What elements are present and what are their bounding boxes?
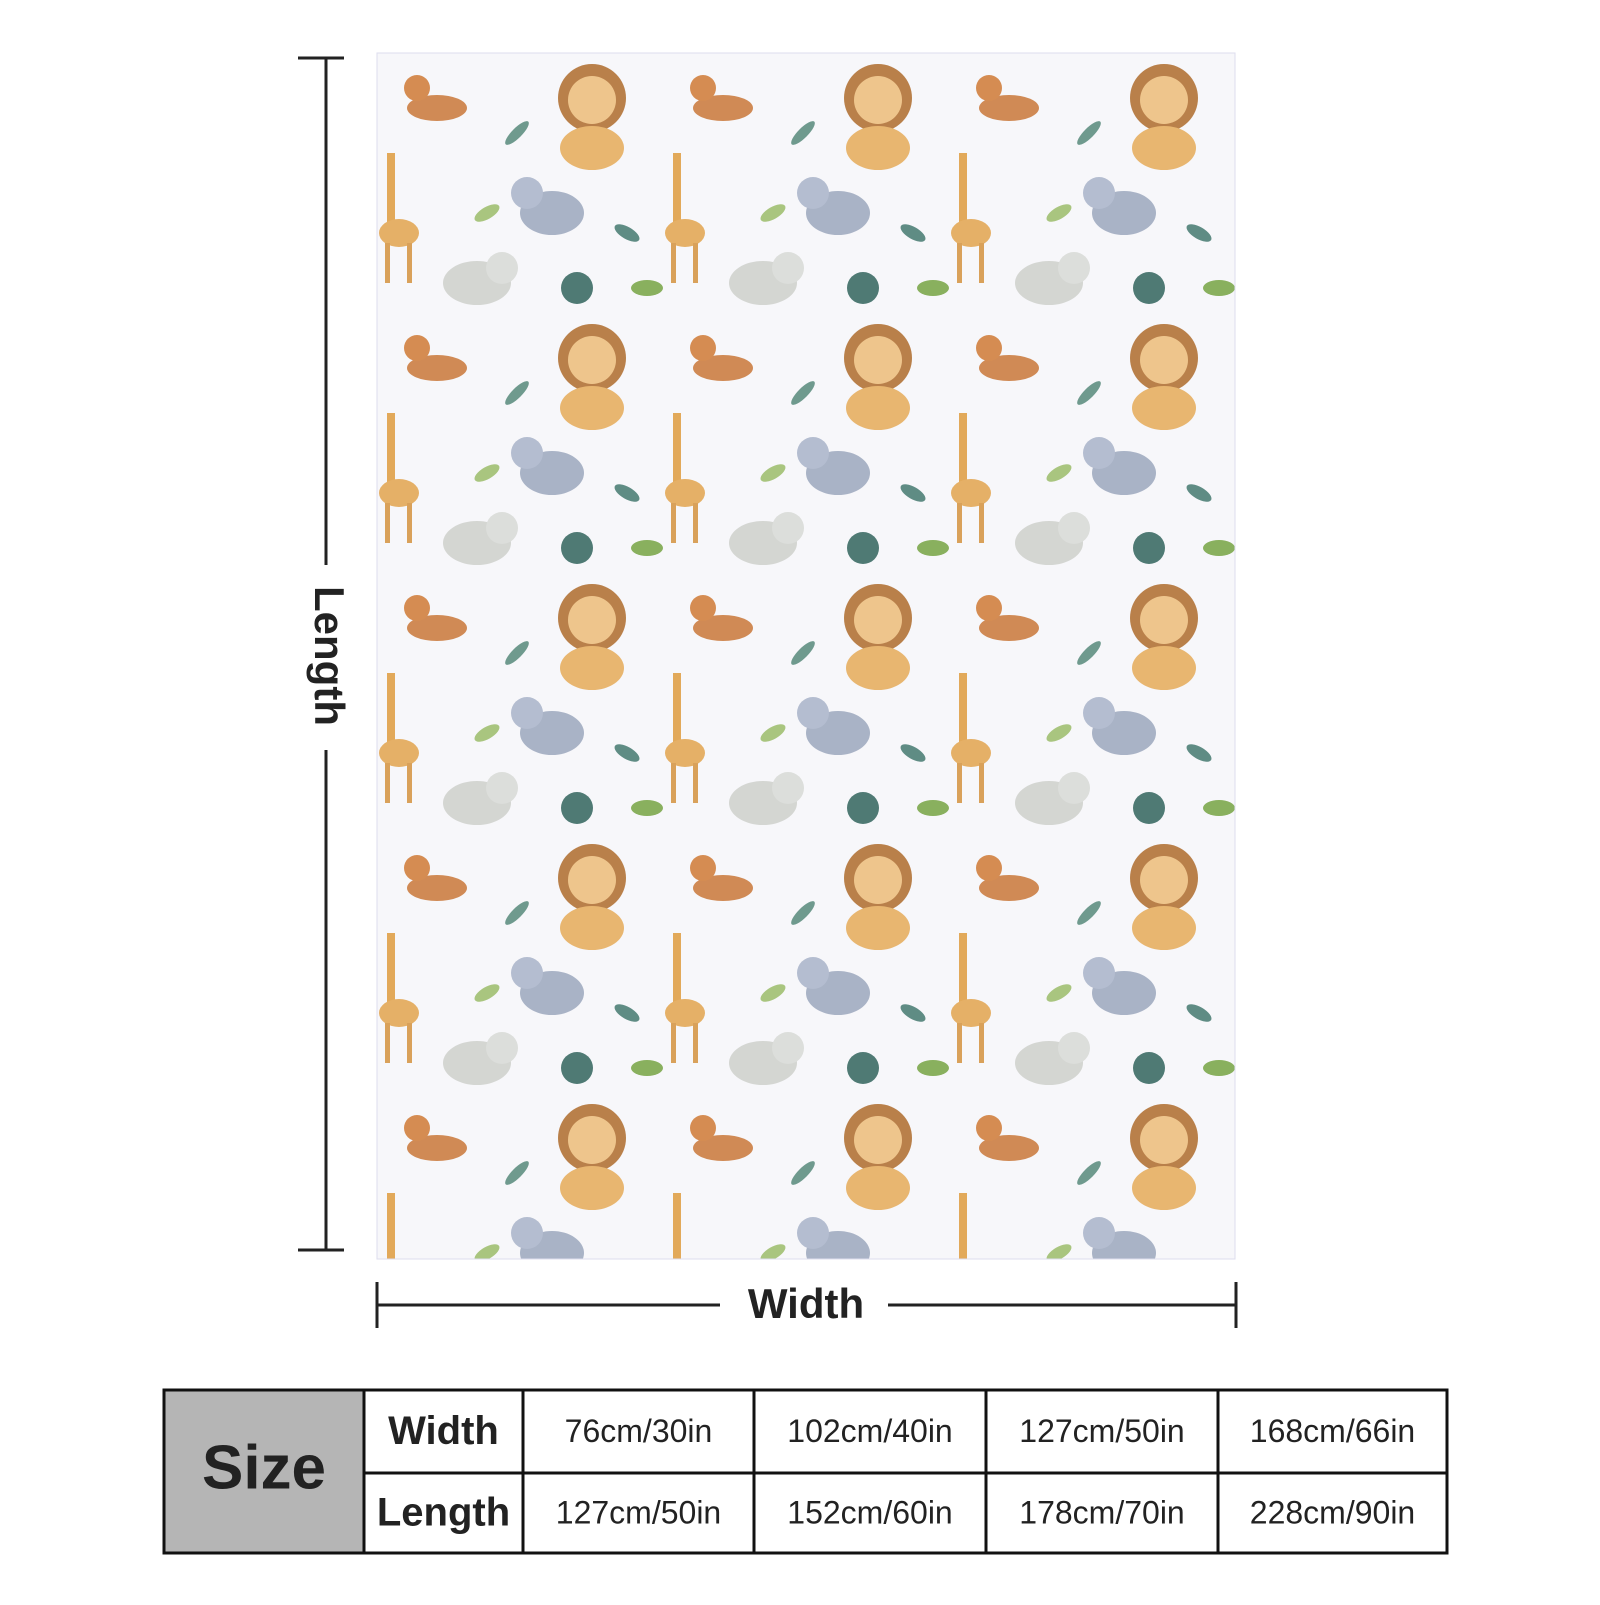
- size-header-cell: [164, 1390, 364, 1553]
- size-value: 152cm/60in: [787, 1494, 952, 1530]
- size-header: Size: [202, 1433, 326, 1502]
- size-value: 102cm/40in: [787, 1413, 952, 1449]
- width-dimension: [375, 1282, 1238, 1328]
- length-dimension: [298, 56, 344, 1252]
- size-value: 76cm/30in: [565, 1413, 713, 1449]
- length-label: Length: [306, 586, 353, 726]
- size-value: 228cm/90in: [1250, 1494, 1415, 1530]
- row-header: Length: [377, 1491, 510, 1535]
- blanket: [376, 52, 1236, 1260]
- size-value: 127cm/50in: [556, 1494, 721, 1530]
- size-value: 178cm/70in: [1019, 1494, 1184, 1530]
- size-value: 127cm/50in: [1019, 1413, 1184, 1449]
- size-table: Size Width 76cm/30in 102cm/40in 127cm/50in 1…: [162, 1388, 1449, 1555]
- width-label: Width: [748, 1280, 864, 1327]
- size-value: 168cm/66in: [1250, 1413, 1415, 1449]
- row-header: Width: [388, 1409, 499, 1453]
